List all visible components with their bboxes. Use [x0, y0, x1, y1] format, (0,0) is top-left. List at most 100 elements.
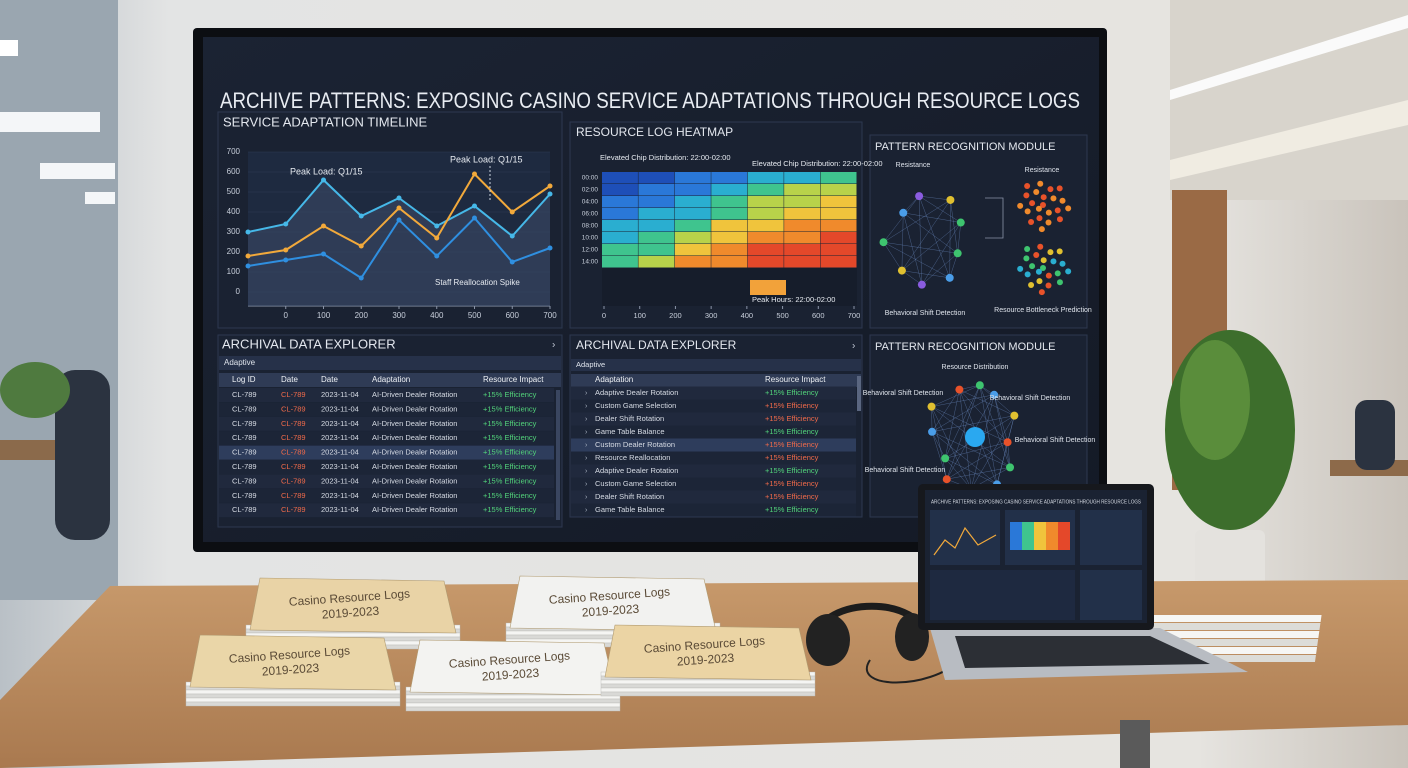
x-tick-label: 300 [705, 311, 718, 320]
ceiling-light [1170, 15, 1408, 100]
callout: Peak Hours: 22:00-02:00 [752, 295, 835, 304]
table-row [219, 488, 554, 503]
network-edge [932, 415, 1015, 433]
network-node [897, 266, 906, 275]
point [358, 213, 364, 219]
network-edge [903, 212, 923, 285]
heat-cell [674, 220, 711, 232]
cluster-node [1065, 268, 1072, 275]
mini-heat [1058, 522, 1070, 550]
table-cell: +15% Efficiency [765, 466, 819, 475]
network-node [990, 390, 999, 399]
dynamic-layer: 0 100 200 300 400 500 600 700 0 100 200 300 400 500 60… [219, 147, 1095, 520]
point [472, 203, 477, 209]
cluster-node [1024, 208, 1031, 215]
node-label: Behavioral Shift Detection [1015, 437, 1096, 444]
cluster-node [1036, 278, 1043, 285]
heat-cell [820, 172, 857, 184]
network-node [899, 208, 908, 217]
x-tick-label: 100 [633, 311, 646, 320]
row-arrow: › [585, 416, 588, 423]
heat-cell [674, 232, 711, 244]
heat-cell [747, 244, 784, 256]
table-cell: CL-789 [232, 404, 257, 413]
cluster-node [1028, 218, 1035, 225]
row-arrow: › [585, 455, 588, 462]
network-edge [883, 242, 903, 271]
network-edge [993, 394, 1008, 443]
network-edge [993, 394, 1011, 468]
network-node [1006, 463, 1015, 472]
network-edge [883, 195, 920, 243]
heat-cell [638, 220, 675, 232]
network-edge [946, 385, 981, 480]
network-edge [944, 389, 960, 459]
heat-cell [784, 256, 821, 268]
table-cell: +15% Efficiency [483, 433, 537, 442]
point [547, 183, 553, 189]
ceiling-light [0, 112, 100, 132]
row-label: 02:00 [582, 187, 599, 194]
callout-bar [750, 280, 786, 295]
cluster-node [1065, 205, 1072, 212]
cluster-node [1050, 195, 1057, 202]
x-tick-label: 200 [669, 311, 682, 320]
cluster-node [1040, 194, 1047, 201]
mini-panel [930, 570, 1075, 620]
cluster-node [1056, 248, 1063, 255]
column-header: Adaptation [372, 375, 410, 384]
heat-cell [711, 172, 748, 184]
table-row [219, 503, 554, 518]
point [358, 275, 364, 281]
network-node [879, 238, 888, 247]
network-edge [921, 222, 961, 285]
network-edge [931, 431, 946, 459]
cluster-node [1024, 245, 1031, 252]
binder-cover [189, 634, 397, 691]
plant [0, 362, 70, 418]
row-label: 10:00 [582, 235, 599, 242]
point [434, 253, 440, 259]
row-arrow: › [585, 468, 588, 475]
network-edge [901, 270, 950, 279]
network-edge [919, 195, 951, 201]
subheader: Adaptive [224, 358, 256, 367]
node-label: Resistance [1025, 167, 1060, 174]
cluster-node [1045, 272, 1052, 279]
heat-cell [711, 184, 748, 196]
cluster-node [1024, 182, 1031, 189]
table-cell: CL-789 [281, 476, 306, 485]
table-cell: 2023-11-04 [321, 476, 359, 485]
node-label: Resource Distribution [942, 364, 1009, 371]
row-arrow: › [585, 403, 588, 410]
network-edge [901, 270, 922, 285]
heat-cell [711, 232, 748, 244]
heat-cell [602, 220, 638, 232]
cluster-node [1047, 249, 1054, 256]
x-tick-label: 400 [741, 311, 754, 320]
network-edge [971, 415, 1015, 489]
paper-stack [405, 706, 621, 712]
mini-heat [1046, 522, 1058, 550]
cluster-node [1029, 200, 1036, 207]
heat-cell [674, 244, 711, 256]
panel-title: ARCHIVAL DATA EXPLORER [222, 336, 396, 351]
person [1355, 400, 1395, 470]
table-cell: CL-789 [281, 404, 306, 413]
table-cell: 2023-11-04 [321, 491, 359, 500]
heat-cell [820, 244, 857, 256]
cluster-node [1017, 265, 1024, 272]
subheader-row [571, 359, 861, 371]
heat-cell [747, 256, 784, 268]
network-edge [979, 385, 1011, 468]
heat-cell [674, 196, 711, 208]
column-header: Date [281, 375, 298, 384]
cluster-node [1017, 202, 1024, 209]
table-cell: CL-789 [232, 462, 257, 471]
table-cell: Dealer Shift Rotation [595, 492, 664, 501]
network-edge [921, 253, 958, 285]
heat-cell [784, 196, 821, 208]
point [396, 195, 402, 201]
heat-cell [638, 256, 675, 268]
network-node [927, 402, 936, 411]
